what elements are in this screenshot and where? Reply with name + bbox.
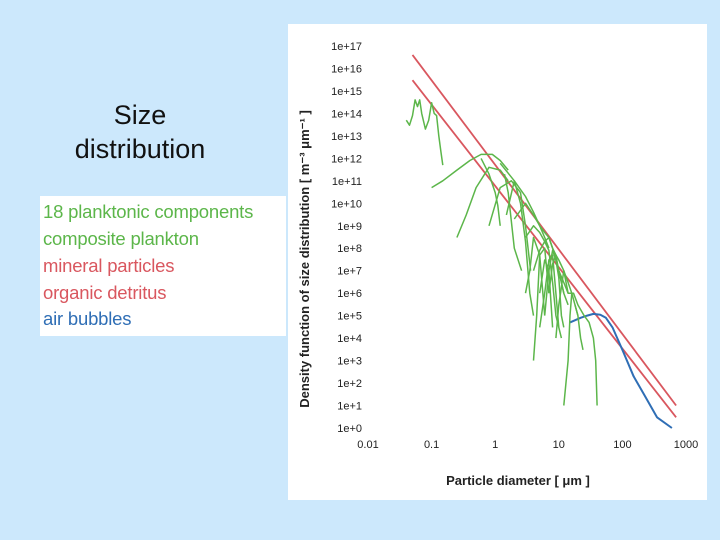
x-tick-label: 100 — [613, 439, 631, 451]
18-planktonic-components-line — [555, 269, 579, 339]
y-tick-label: 1e+17 — [331, 41, 362, 53]
18-planktonic-components-line — [456, 166, 509, 238]
18-planktonic-components-line — [558, 270, 598, 406]
y-tick-label: 1e+12 — [331, 153, 362, 165]
y-tick-label: 1e+6 — [337, 288, 362, 300]
y-tick-label: 1e+16 — [331, 63, 362, 75]
legend-item-planktonic: 18 planktonic components — [43, 201, 254, 222]
slide-title: Size distribution — [40, 98, 240, 166]
18-planktonic-components-line — [480, 158, 501, 226]
x-tick-label: 0.01 — [357, 439, 378, 451]
y-tick-label: 1e+5 — [337, 311, 362, 323]
x-tick-label: 10 — [553, 439, 565, 451]
18-planktonic-components-line — [574, 304, 584, 351]
18-planktonic-components-line — [563, 293, 573, 406]
y-tick-label: 1e+10 — [331, 198, 362, 210]
y-tick-label: 1e+9 — [337, 221, 362, 233]
y-tick-label: 1e+2 — [337, 378, 362, 390]
slide-title-line-1: Size — [113, 100, 167, 130]
legend-panel: 18 planktonic components composite plank… — [40, 196, 286, 336]
x-tick-label: 1000 — [674, 439, 698, 451]
y-tick-label: 1e+4 — [337, 333, 362, 345]
slide-title-line-2: distribution — [74, 134, 206, 164]
y-tick-label: 1e+13 — [331, 131, 362, 143]
legend-item-organic-detritus: organic detritus — [43, 282, 167, 303]
y-tick-label: 1e+15 — [331, 86, 362, 98]
y-tick-label: 1e+11 — [332, 176, 362, 188]
y-axis-label: Density function of size distribution [ … — [297, 110, 312, 408]
18-planktonic-components-line — [524, 225, 569, 294]
y-tick-label: 1e+3 — [337, 356, 362, 368]
x-tick-label: 0.1 — [424, 439, 439, 451]
18-planktonic-components-line — [505, 180, 535, 316]
y-tick-label: 1e+1 — [337, 401, 362, 413]
18-planktonic-components-line — [532, 240, 563, 339]
chart-panel: 1e+0 1e+1 1e+2 1e+3 1e+4 1e+5 1e+6 1e+7 1e+8 1e+9… — [288, 24, 707, 500]
legend-item-mineral-particles: mineral particles — [43, 255, 175, 276]
mineral-particles-line — [411, 54, 677, 407]
x-tick-label: 1 — [492, 439, 498, 451]
y-tick-label: 1e+0 — [337, 423, 362, 435]
size-distribution-chart: 1e+0 1e+1 1e+2 1e+3 1e+4 1e+5 1e+6 1e+7 1e+8 1e+9… — [297, 41, 698, 488]
x-axis-label: Particle diameter [ μm ] — [446, 473, 590, 488]
18-planktonic-components-line — [524, 236, 546, 316]
legend-item-air-bubbles: air bubbles — [43, 308, 132, 329]
y-tick-label: 1e+14 — [331, 108, 362, 120]
18-planktonic-components-line — [431, 153, 509, 189]
y-tick-label: 1e+7 — [337, 266, 362, 278]
legend-item-composite-plankton: composite plankton — [43, 228, 199, 249]
composite-plankton-line — [405, 99, 444, 166]
y-tick-label: 1e+8 — [337, 243, 362, 255]
air-bubbles-line — [569, 312, 673, 429]
18-planktonic-components-line — [538, 259, 554, 328]
